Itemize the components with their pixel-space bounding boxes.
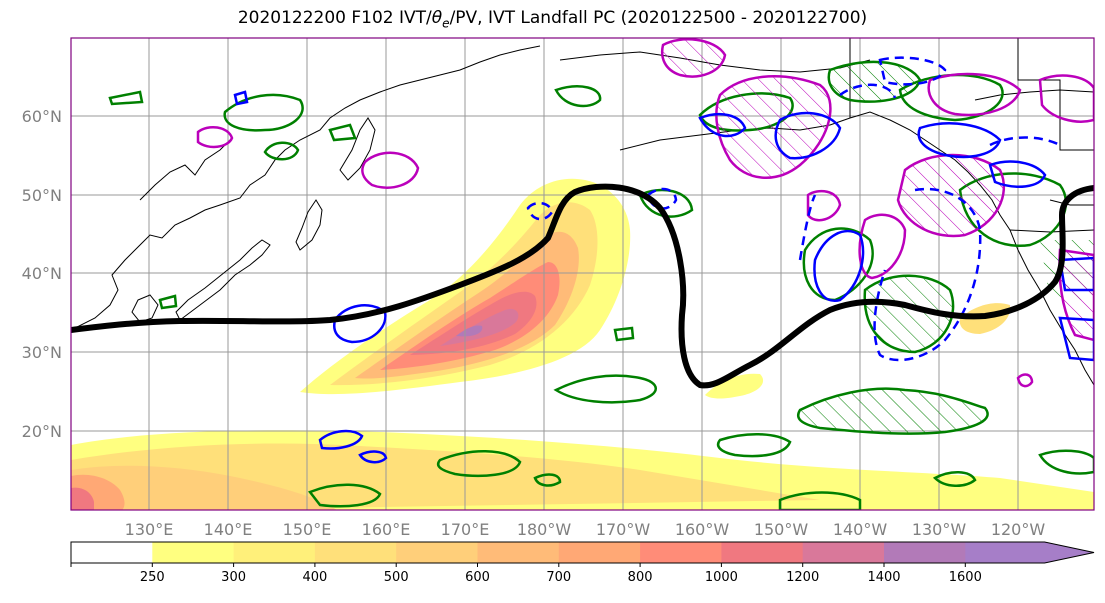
colorbar-segment [721,542,804,563]
colorbar: 250 300 400 500 600 700 800 1000 1200 1400 1600 [70,541,1095,585]
lat-label-30: 30°N [22,343,62,362]
colorbar-segment [965,542,1048,563]
colorbar-segment [396,542,478,563]
ivt-band-south [71,430,1094,510]
map-frame [70,37,1095,511]
lon-label-160e: 160°E [362,520,411,539]
colorbar-segment [314,542,397,563]
lon-label-120w: 120°W [991,520,1046,539]
map-area [71,38,1094,510]
colorbar-segment [233,542,316,563]
lon-label-170e: 170°E [441,520,490,539]
pv-blue-dashed [526,56,1061,362]
colorbar-tick-label: 1600 [949,570,982,585]
lon-label-150w: 150°W [754,520,809,539]
lon-label-170w: 170°W [596,520,651,539]
colorbar-tick-label: 1000 [705,570,738,585]
colorbar-outline [70,541,1095,564]
lat-label-50: 50°N [22,186,62,205]
colorbar-tick-label: 700 [546,570,571,585]
longitude-labels: 130°E 140°E 150°E 160°E 170°E 180°W 170°… [125,520,1046,539]
title-prefix: 2020122200 F102 IVT/ [237,8,432,28]
colorbar-tick-label: 250 [140,570,165,585]
colorbar-tick-label: 1400 [867,570,900,585]
theta-e-hatched [798,61,1094,434]
lat-label-60: 60°N [22,107,62,126]
colorbar-segment [71,542,153,563]
colorbar-tick-label: 300 [221,570,246,585]
chart-title: 2020122200 F102 IVT/θe/PV, IVT Landfall … [0,8,1105,30]
ivt-landfall-pc-contour [71,183,1094,389]
colorbar-segment [152,542,235,563]
colorbar-tick-label: 400 [302,570,327,585]
colorbar-tick-label: 500 [384,570,409,585]
lon-label-140w: 140°W [833,520,888,539]
colorbar-extend-arrow [1044,542,1094,563]
title-theta: θ [431,8,443,28]
colorbar-tick-label: 600 [465,570,490,585]
latitude-labels: 20°N 30°N 40°N 50°N 60°N [22,107,62,441]
lon-label-130w: 130°W [912,520,967,539]
colorbar-segment [640,542,722,563]
title-suffix: /PV, IVT Landfall PC (2020122500 - 20201… [449,8,868,28]
colorbar-segment [802,542,885,563]
lon-label-150e: 150°E [283,520,332,539]
colorbar-tick-label: 800 [628,570,653,585]
colorbar-segment [884,542,966,563]
colorbar-tick-label: 1200 [786,570,819,585]
pv-magenta-contours [196,38,1094,388]
lon-label-140e: 140°E [204,520,253,539]
colorbar-segment [558,542,641,563]
lat-label-20: 20°N [22,422,62,441]
pv-blue-contours [233,90,1094,464]
lon-label-130e: 130°E [125,520,174,539]
title-theta-sub: e [442,16,450,31]
lon-label-180w: 180°W [517,520,572,539]
lon-label-160w: 160°W [675,520,730,539]
lat-label-40: 40°N [22,264,62,283]
colorbar-segment [477,542,560,563]
